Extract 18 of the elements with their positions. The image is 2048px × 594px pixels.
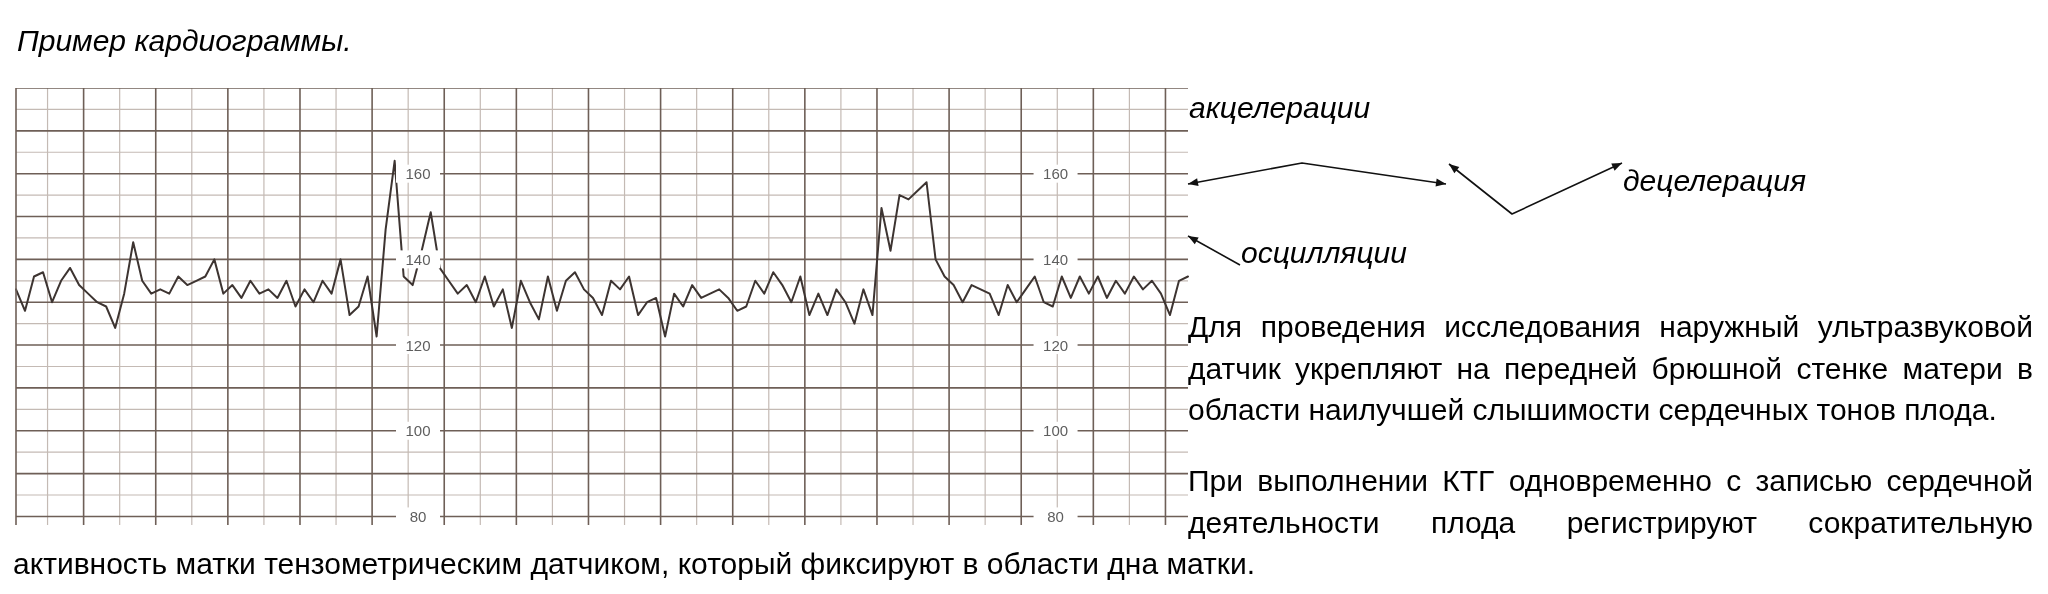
y-tick-label: 160: [405, 165, 431, 183]
annotation: Для проведения исследования наружный ультразвуковой датчик укрепляют на передней брюшной стенке матери в области наилучшей слышимости сердечных тонов плода.: [1188, 309, 2033, 429]
text: децелерация: [1623, 162, 1806, 199]
y-tick-label: 140: [405, 250, 431, 268]
y-tick-label: 120: [405, 336, 431, 354]
text: осцилляции: [1241, 234, 1407, 271]
annotation: При выполнении КТГ одновременно с записью сердечной деятельности плода регистрируют сократительную: [1188, 462, 2033, 541]
y-tick-label: 100: [405, 422, 431, 440]
y2-tick-label: 120: [1043, 336, 1069, 354]
chart-title: Пример кардиограммы.: [17, 22, 352, 59]
text: активность матки тензометрическим датчиком, который фиксируют в области дна матки.: [13, 546, 1256, 583]
y2-tick-label: 160: [1043, 165, 1069, 183]
y2-tick-label: 80: [1047, 507, 1064, 525]
line-series: [15, 159, 1189, 338]
text: акцелерации: [1189, 90, 1371, 127]
y2-tick-label: 140: [1043, 250, 1069, 268]
y-tick-label: 80: [409, 507, 427, 525]
y2-tick-label: 100: [1043, 422, 1069, 440]
